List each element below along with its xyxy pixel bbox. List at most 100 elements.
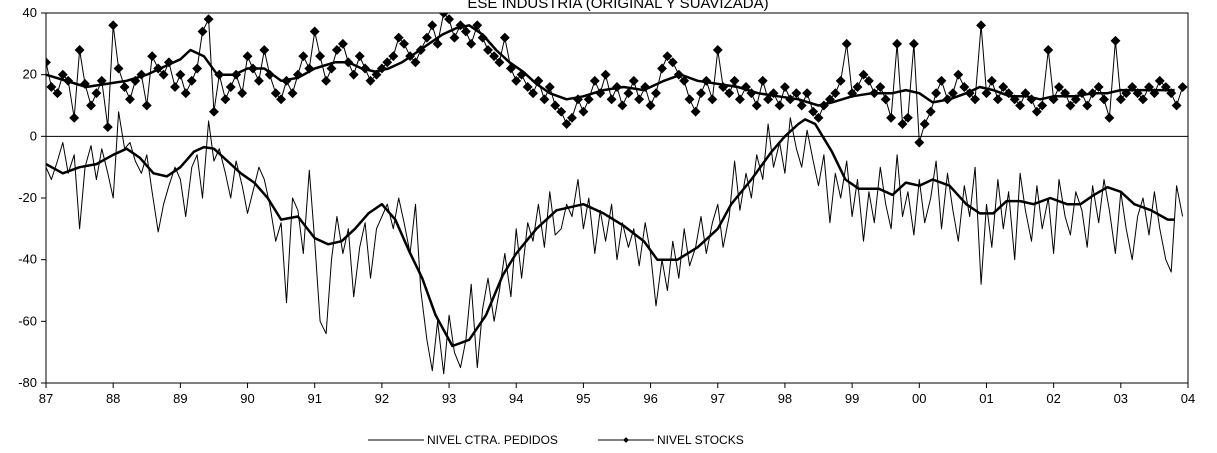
data-point-nivel-stocks bbox=[147, 51, 158, 62]
data-point-nivel-stocks bbox=[634, 94, 645, 105]
data-point-nivel-stocks bbox=[623, 88, 634, 99]
data-point-nivel-stocks bbox=[544, 82, 555, 92]
data-point-nivel-stocks bbox=[276, 94, 287, 105]
data-point-nivel-stocks bbox=[180, 88, 191, 99]
plot-border bbox=[45, 12, 1189, 384]
data-point-nivel-stocks bbox=[108, 20, 119, 31]
data-point-nivel-stocks bbox=[617, 100, 628, 111]
x-tick-label: 95 bbox=[576, 391, 590, 406]
data-point-nivel-stocks bbox=[186, 75, 197, 86]
x-tick-label: 01 bbox=[979, 391, 993, 406]
data-point-nivel-stocks bbox=[986, 75, 997, 86]
data-point-nivel-stocks bbox=[1177, 82, 1188, 92]
data-point-nivel-stocks bbox=[444, 14, 455, 25]
data-point-nivel-stocks bbox=[931, 88, 942, 99]
data-point-nivel-stocks bbox=[1104, 112, 1115, 123]
data-point-nivel-stocks bbox=[919, 119, 930, 129]
data-point-nivel-stocks bbox=[321, 75, 332, 86]
data-point-nivel-stocks bbox=[936, 75, 947, 86]
data-point-nivel-stocks bbox=[494, 57, 505, 68]
x-tick-label: 99 bbox=[845, 391, 859, 406]
data-point-nivel-stocks bbox=[483, 45, 493, 55]
data-point-nivel-stocks bbox=[253, 75, 264, 86]
x-tick-label: 94 bbox=[509, 391, 523, 406]
x-tick-label: 87 bbox=[39, 391, 53, 406]
data-point-nivel-stocks bbox=[499, 32, 510, 43]
data-point-nivel-stocks bbox=[734, 94, 745, 105]
data-point-nivel-stocks bbox=[209, 106, 219, 117]
data-point-nivel-stocks bbox=[841, 38, 852, 49]
data-point-nivel-stocks bbox=[628, 75, 639, 86]
x-tick-label: 93 bbox=[442, 391, 456, 406]
data-point-nivel-stocks bbox=[242, 51, 253, 62]
y-tick-label: -60 bbox=[18, 313, 37, 328]
data-point-nivel-stocks bbox=[237, 88, 248, 99]
data-point-nivel-stocks bbox=[460, 26, 471, 37]
data-point-nivel-stocks bbox=[561, 119, 572, 129]
data-point-nivel-stocks bbox=[712, 45, 723, 55]
data-point-nivel-stocks bbox=[69, 112, 80, 123]
data-point-nivel-stocks bbox=[925, 106, 936, 117]
data-point-nivel-stocks bbox=[86, 100, 96, 111]
x-tick-label: 98 bbox=[778, 391, 792, 406]
data-point-nivel-stocks bbox=[696, 88, 706, 99]
data-point-nivel-stocks bbox=[348, 69, 359, 80]
data-point-nivel-stocks bbox=[1154, 75, 1165, 86]
data-point-nivel-stocks bbox=[354, 51, 365, 62]
data-point-nivel-stocks bbox=[886, 112, 897, 123]
data-point-nivel-stocks bbox=[880, 94, 891, 105]
chart-title: ESE INDUSTRIA (ORIGINAL Y SUAVIZADA) bbox=[467, 0, 768, 12]
data-point-nivel-stocks bbox=[914, 137, 925, 148]
legend-label-stocks: NIVEL STOCKS bbox=[657, 433, 744, 447]
data-point-nivel-stocks bbox=[315, 51, 326, 62]
x-tick-label: 90 bbox=[240, 391, 254, 406]
data-point-nivel-stocks bbox=[113, 63, 124, 74]
x-tick-label: 97 bbox=[711, 391, 725, 406]
data-point-nivel-stocks bbox=[947, 88, 958, 99]
y-tick-label: 20 bbox=[23, 67, 37, 82]
data-point-nivel-stocks bbox=[427, 20, 438, 31]
data-point-nivel-stocks bbox=[729, 75, 740, 86]
data-point-nivel-stocks bbox=[606, 94, 617, 105]
data-point-nivel-stocks bbox=[203, 14, 214, 25]
legend-marker-stocks bbox=[623, 437, 629, 443]
data-point-nivel-stocks bbox=[1031, 106, 1042, 117]
y-tick-label: -20 bbox=[18, 190, 37, 205]
data-point-nivel-stocks bbox=[449, 32, 460, 43]
legend-label-pedidos: NIVEL CTRA. PEDIDOS bbox=[427, 433, 558, 447]
data-point-nivel-stocks bbox=[1110, 35, 1121, 46]
series-line-nivel-stocks-original bbox=[46, 13, 1184, 143]
x-tick-label: 00 bbox=[912, 391, 926, 406]
data-point-nivel-stocks bbox=[170, 82, 180, 92]
data-point-nivel-stocks bbox=[175, 69, 186, 80]
data-point-nivel-stocks bbox=[992, 94, 1003, 105]
data-point-nivel-stocks bbox=[125, 94, 135, 105]
data-point-nivel-stocks bbox=[589, 75, 600, 86]
data-point-nivel-stocks bbox=[1082, 100, 1093, 111]
data-point-nivel-stocks bbox=[298, 51, 309, 62]
y-tick-label: -40 bbox=[18, 252, 37, 267]
data-point-nivel-stocks bbox=[287, 88, 298, 99]
data-point-nivel-stocks bbox=[270, 88, 281, 99]
series-line-nivel-stocks-smoothed bbox=[46, 24, 1175, 107]
data-point-nivel-stocks bbox=[1171, 100, 1182, 111]
data-point-nivel-stocks bbox=[645, 100, 656, 111]
data-point-nivel-stocks bbox=[684, 94, 695, 105]
data-point-nivel-stocks bbox=[651, 88, 661, 99]
data-point-nivel-stocks bbox=[897, 119, 908, 129]
data-point-nivel-stocks bbox=[835, 75, 846, 86]
data-point-nivel-stocks bbox=[657, 63, 667, 74]
data-point-nivel-stocks bbox=[102, 122, 113, 133]
x-tick-label: 02 bbox=[1046, 391, 1060, 406]
data-point-nivel-stocks bbox=[578, 106, 589, 117]
x-tick-label: 88 bbox=[106, 391, 120, 406]
data-point-nivel-stocks bbox=[751, 100, 762, 111]
data-point-nivel-stocks bbox=[337, 38, 348, 49]
data-point-nivel-stocks bbox=[489, 51, 500, 62]
data-point-nivel-stocks bbox=[774, 100, 785, 111]
data-point-nivel-stocks bbox=[953, 69, 964, 80]
data-point-nivel-stocks bbox=[119, 82, 130, 92]
data-point-nivel-stocks bbox=[421, 32, 432, 43]
data-point-nivel-stocks bbox=[779, 82, 790, 92]
